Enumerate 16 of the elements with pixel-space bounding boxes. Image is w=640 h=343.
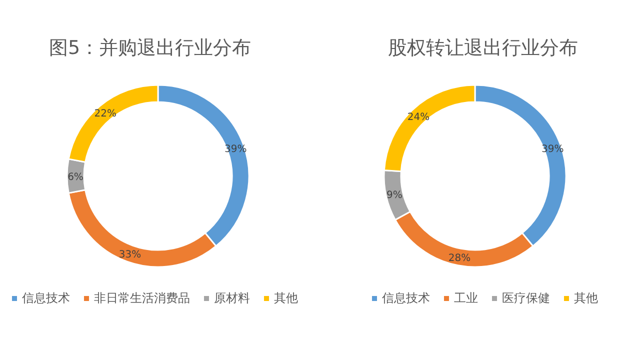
legend-label: 其他	[274, 291, 298, 305]
legend-label: 医疗保健	[502, 291, 550, 305]
legend-label: 其他	[574, 291, 598, 305]
chart-title: 股权转让退出行业分布	[388, 37, 578, 59]
legend-label: 工业	[454, 291, 478, 305]
data-label: 22%	[94, 108, 117, 120]
chart-title: 图5：并购退出行业分布	[48, 37, 252, 59]
legend-label: 信息技术	[22, 291, 70, 305]
legend-label: 原材料	[214, 291, 250, 305]
legend-label: 非日常生活消费品	[94, 291, 190, 305]
data-label: 28%	[448, 253, 471, 264]
data-label: 33%	[118, 250, 142, 261]
data-label: 6%	[68, 172, 84, 183]
data-label: 24%	[407, 112, 430, 123]
legend-label: 信息技术	[382, 291, 430, 305]
data-label: 9%	[386, 190, 402, 201]
